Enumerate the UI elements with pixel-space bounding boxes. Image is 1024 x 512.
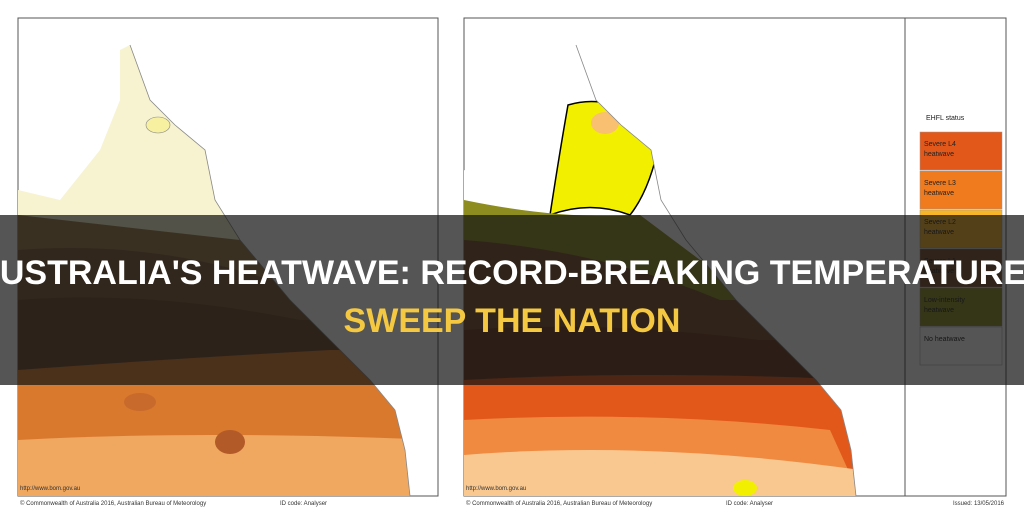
title-band <box>0 215 1024 385</box>
legend-label: Severe L3 heatwave <box>924 180 956 197</box>
right-id: ID code: Analyser <box>726 501 773 507</box>
left-copyright: © Commonwealth of Australia 2016, Austra… <box>20 500 206 507</box>
title-line2: SWEEP THE NATION <box>344 302 681 340</box>
right-url: http://www.bom.gov.au <box>466 486 526 492</box>
title-line1: AUSTRALIA'S HEATWAVE: RECORD-BREAKING TE… <box>0 254 1024 292</box>
right-copyright: © Commonwealth of Australia 2016, Austra… <box>466 500 652 507</box>
left-url: http://www.bom.gov.au <box>20 486 80 492</box>
legend-swatch <box>919 131 1003 171</box>
left-spot <box>145 116 171 134</box>
left-id: ID code: Analyser <box>280 501 327 507</box>
legend-title: EHFL status <box>926 115 965 122</box>
right-issued: Issued: 13/05/2016 <box>953 501 1005 507</box>
legend-swatch <box>919 170 1003 210</box>
legend-label: Severe L4 heatwave <box>924 141 956 158</box>
